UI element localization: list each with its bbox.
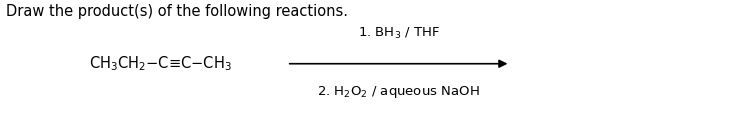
Text: 1. BH$_3$ / THF: 1. BH$_3$ / THF bbox=[358, 25, 440, 41]
Text: CH$_3$CH$_2$−C≡C−CH$_3$: CH$_3$CH$_2$−C≡C−CH$_3$ bbox=[89, 54, 232, 73]
Text: 2. H$_2$O$_2$ / aqueous NaOH: 2. H$_2$O$_2$ / aqueous NaOH bbox=[317, 84, 480, 100]
Text: Draw the product(s) of the following reactions.: Draw the product(s) of the following rea… bbox=[6, 4, 348, 19]
